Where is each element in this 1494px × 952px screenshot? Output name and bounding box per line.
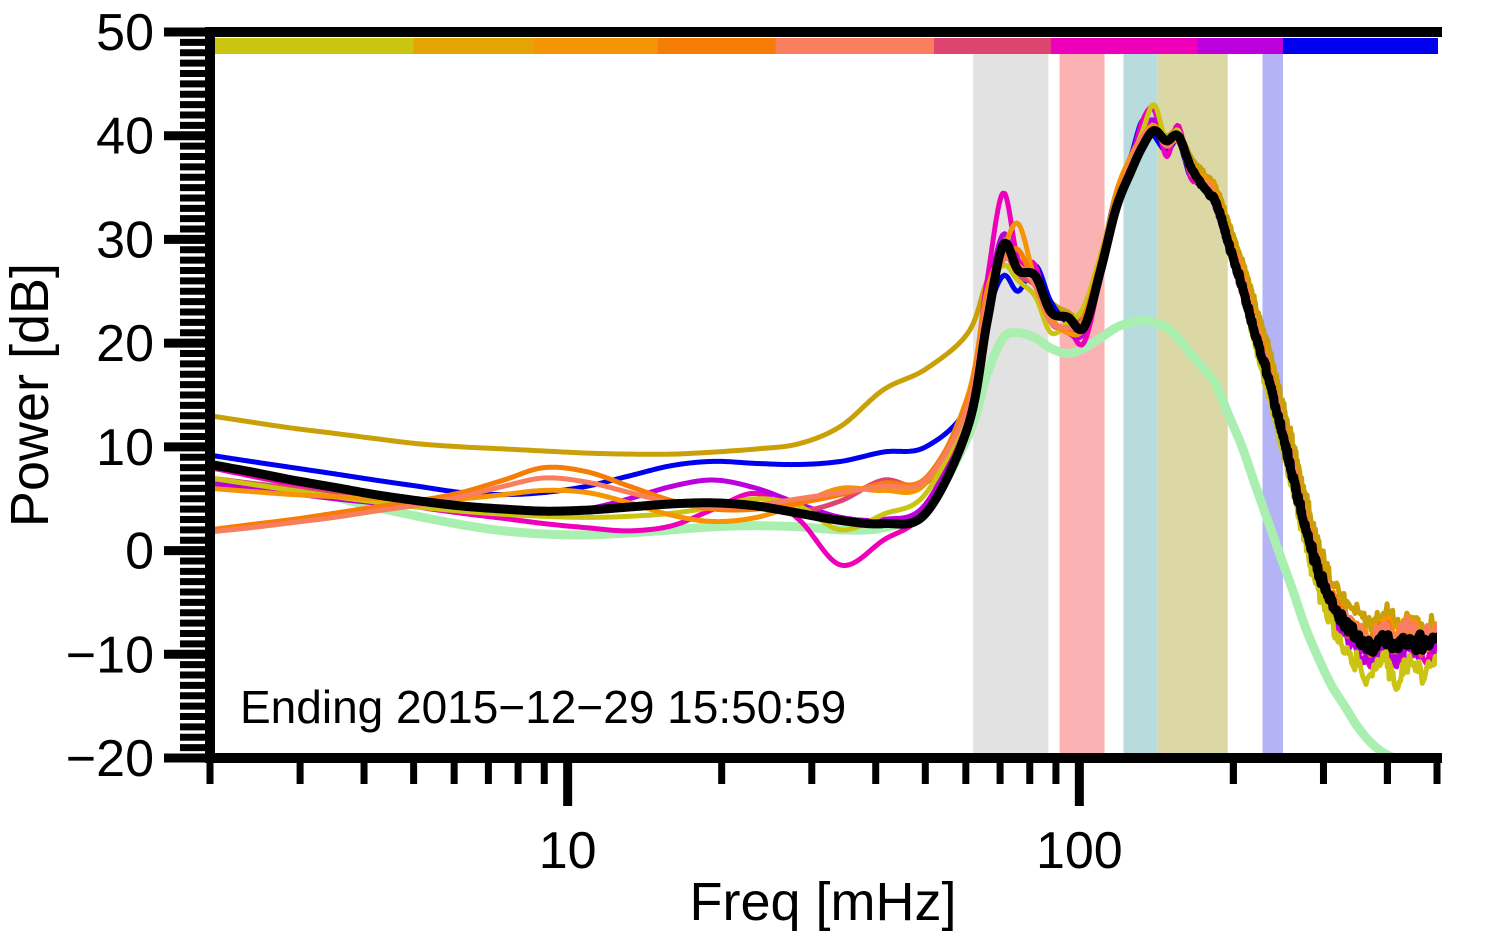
- colorbar-segment-8: [1282, 38, 1438, 54]
- series-line-salmon: [210, 127, 1437, 654]
- colorbar-segment-5: [934, 38, 1052, 54]
- y-tick-label-0: 0: [125, 523, 154, 581]
- x-tick-label-10: 10: [539, 822, 597, 880]
- y-tick-label-20: 20: [96, 315, 154, 373]
- axis-frame-top: [205, 27, 1442, 37]
- colorbar-segment-0: [210, 38, 415, 54]
- series-line-orange-deep: [210, 127, 1437, 658]
- axis-frame-bottom: [205, 753, 1442, 763]
- series-line-orange: [210, 122, 1437, 653]
- y-tick-label--10: −10: [66, 626, 154, 684]
- series-line-purple: [210, 117, 1437, 670]
- band-gray: [973, 54, 1049, 758]
- series-line-dark-yellow-high: [210, 122, 1437, 638]
- series-line-blue: [210, 117, 1437, 655]
- colorbar-segment-3: [657, 38, 777, 54]
- series-line-magenta: [210, 105, 1437, 670]
- colorbar-segment-6: [1050, 38, 1199, 54]
- colorbar-layer: [210, 38, 1438, 54]
- y-tick-label-50: 50: [96, 4, 154, 62]
- y-tick-label-10: 10: [96, 419, 154, 477]
- series-layer: [210, 102, 1437, 758]
- x-tick-label-100: 100: [1036, 822, 1123, 880]
- axis-ticks: [164, 27, 1441, 806]
- series-line-yellow-green: [210, 102, 1437, 692]
- series-line-crimson-rose: [210, 127, 1437, 659]
- y-tick-label-30: 30: [96, 211, 154, 269]
- series-line-light-green: [210, 315, 1437, 758]
- axis-frame-left: [205, 27, 215, 763]
- series-line-mean: [210, 126, 1437, 657]
- band-pink: [1059, 54, 1105, 758]
- y-tick-label-40: 40: [96, 108, 154, 166]
- axis-frame: [205, 27, 1442, 763]
- colorbar-segment-2: [534, 38, 659, 54]
- ending-timestamp-annotation: Ending 2015−12−29 15:50:59: [240, 681, 846, 733]
- y-axis-title: Power [dB]: [0, 263, 60, 527]
- colorbar-segment-7: [1197, 38, 1284, 54]
- x-axis-title: Freq [mHz]: [689, 872, 956, 932]
- colorbar-segment-4: [775, 38, 936, 54]
- y-tick-label--20: −20: [66, 730, 154, 788]
- colorbar-segment-1: [413, 38, 536, 54]
